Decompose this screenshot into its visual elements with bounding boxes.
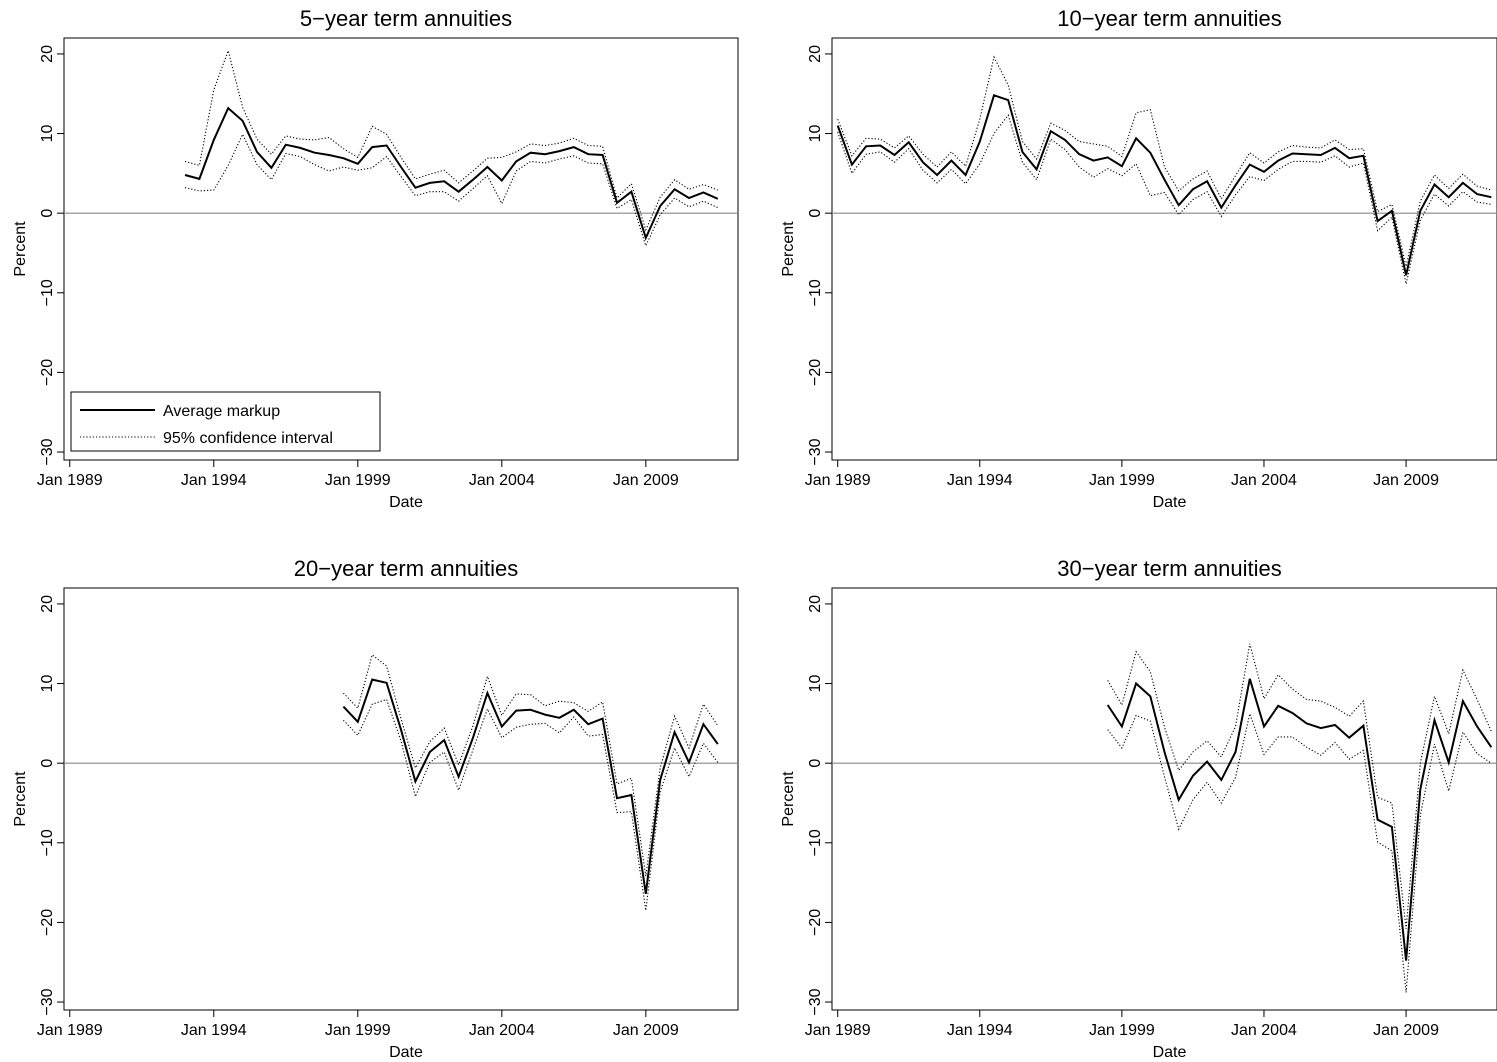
x-tick-label: Jan 1989 xyxy=(37,1022,103,1039)
x-axis-label: Date xyxy=(1153,1044,1187,1061)
y-tick-label: −10 xyxy=(39,829,56,856)
x-tick-label: Jan 2004 xyxy=(1231,472,1297,489)
y-tick-label: 10 xyxy=(39,125,56,143)
panel-3: 20−year term annuities 20 10 0 −10 −20 −30 Jan … xyxy=(12,556,739,1061)
y-tick-label: 0 xyxy=(807,759,824,768)
panel-title: 20−year term annuities xyxy=(294,556,518,581)
x-tick-label: Jan 1989 xyxy=(805,472,871,489)
panel-4: 30−year term annuities 20 10 0 −10 −20 −30 Jan … xyxy=(780,556,1497,1061)
x-axis-label: Date xyxy=(1153,494,1187,511)
y-tick-label: 20 xyxy=(807,595,824,613)
y-tick-label: 20 xyxy=(39,45,56,63)
y-axis-label: Percent xyxy=(780,771,797,827)
x-tick-label: Jan 2004 xyxy=(469,472,535,489)
x-tick-label: Jan 1999 xyxy=(325,472,391,489)
x-tick-label: Jan 2009 xyxy=(613,472,679,489)
series-average-markup xyxy=(1106,678,1493,961)
y-tick-label: 0 xyxy=(39,759,56,768)
panel-title: 5−year term annuities xyxy=(300,6,512,31)
y-tick-label: −10 xyxy=(807,279,824,306)
y-axis-label: Percent xyxy=(12,221,29,277)
legend-label-confidence-interval: 95% confidence interval xyxy=(163,430,333,447)
plot-frame xyxy=(63,37,739,461)
series-average-markup xyxy=(836,94,1492,276)
plot-frame xyxy=(63,587,739,1011)
x-axis-label: Date xyxy=(389,1044,423,1061)
x-tick-label: Jan 1994 xyxy=(181,1022,247,1039)
x-axis-label: Date xyxy=(389,494,423,511)
x-tick-label: Jan 2009 xyxy=(1373,472,1439,489)
y-tick-label: −30 xyxy=(39,438,56,465)
y-axis-label: Percent xyxy=(12,771,29,827)
series-average-markup xyxy=(184,106,719,241)
x-tick-label: Jan 1994 xyxy=(947,472,1013,489)
y-tick-label: 10 xyxy=(807,125,824,143)
y-tick-label: −30 xyxy=(807,988,824,1015)
y-tick-label: −20 xyxy=(807,909,824,936)
y-tick-label: −10 xyxy=(39,279,56,306)
y-tick-label: −30 xyxy=(39,988,56,1015)
x-tick-label: Jan 1989 xyxy=(37,472,103,489)
y-tick-label: −30 xyxy=(807,438,824,465)
legend-box xyxy=(70,391,381,452)
x-tick-label: Jan 2004 xyxy=(469,1022,535,1039)
series-confidence-bound xyxy=(343,653,719,877)
y-tick-label: 20 xyxy=(39,595,56,613)
panel-title: 30−year term annuities xyxy=(1057,556,1281,581)
x-tick-label: Jan 1994 xyxy=(181,472,247,489)
series-average-markup xyxy=(342,678,719,894)
series-confidence-bound xyxy=(837,114,1492,285)
legend-label-average-markup: Average markup xyxy=(163,403,280,420)
y-tick-label: 0 xyxy=(807,209,824,218)
x-tick-label: Jan 1994 xyxy=(947,1022,1013,1039)
x-tick-label: Jan 1999 xyxy=(1089,1022,1155,1039)
y-tick-label: 20 xyxy=(807,45,824,63)
y-tick-label: −20 xyxy=(807,359,824,386)
y-tick-label: 10 xyxy=(39,675,56,693)
y-tick-label: −20 xyxy=(39,359,56,386)
y-axis-label: Percent xyxy=(780,221,797,277)
series-confidence-bound xyxy=(837,55,1492,267)
x-tick-label: Jan 2009 xyxy=(1373,1022,1439,1039)
x-tick-label: Jan 1999 xyxy=(1089,472,1155,489)
y-tick-label: 10 xyxy=(807,675,824,693)
plot-frame xyxy=(831,587,1497,1011)
x-tick-label: Jan 2004 xyxy=(1231,1022,1297,1039)
x-tick-label: Jan 1989 xyxy=(805,1022,871,1039)
series-confidence-bound xyxy=(184,133,719,248)
x-tick-label: Jan 2009 xyxy=(613,1022,679,1039)
y-tick-label: 0 xyxy=(39,209,56,218)
panel-2: 10−year term annuities 20 10 0 −10 −20 −30 Jan … xyxy=(780,6,1497,511)
x-tick-label: Jan 1999 xyxy=(325,1022,391,1039)
y-tick-label: −10 xyxy=(807,829,824,856)
y-tick-label: −20 xyxy=(39,909,56,936)
panel-title: 10−year term annuities xyxy=(1057,6,1281,31)
legend: Average markup 95% confidence interval xyxy=(70,391,381,452)
series-confidence-bound xyxy=(184,48,718,232)
panel-1: 5−year term annuities 20 10 0 −10 −20 −30 Jan 1… xyxy=(12,6,739,511)
plot-frame xyxy=(831,37,1497,461)
